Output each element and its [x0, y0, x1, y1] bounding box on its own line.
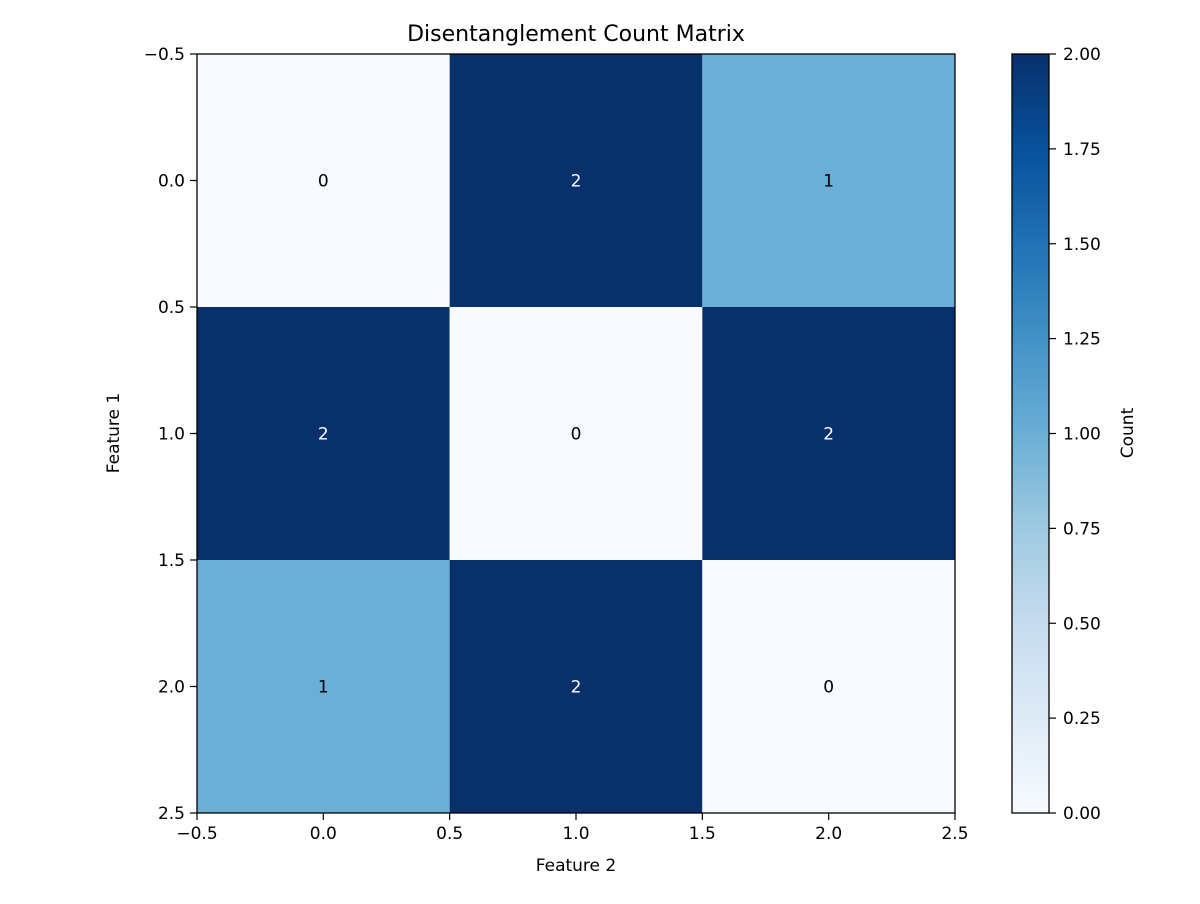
- colorbar-tick-label: 0.75: [1063, 519, 1101, 539]
- x-tick-label: 2.0: [815, 824, 842, 844]
- colorbar-tick-label: 1.25: [1063, 330, 1101, 350]
- heatmap-cells: [197, 54, 955, 813]
- heatmap-cell: [702, 307, 955, 560]
- heatmap-cell: [197, 54, 450, 307]
- y-axis-label: Feature 1: [104, 393, 124, 473]
- y-tick-label: 2.5: [158, 804, 185, 824]
- colorbar: [1011, 53, 1050, 814]
- colorbar-tick-label: 2.00: [1063, 45, 1101, 65]
- y-tick-label: 0.0: [158, 172, 185, 192]
- cell-value-label: 2: [823, 425, 834, 445]
- x-tick-label: 1.0: [562, 824, 589, 844]
- cell-value-label: 2: [571, 172, 582, 192]
- heatmap-cell: [702, 54, 955, 307]
- colorbar-tick-label: 0.25: [1063, 709, 1101, 729]
- x-tick-label: −0.5: [176, 824, 217, 844]
- heatmap-cell: [449, 307, 703, 560]
- cell-value-label: 0: [318, 172, 329, 192]
- colorbar-tick-label: 1.50: [1063, 235, 1101, 255]
- heatmap-cell-labels: 0 2 1 2 0 2 1 2 0: [318, 172, 834, 698]
- colorbar-tick-label: 0.00: [1063, 804, 1101, 824]
- heatmap-cell: [449, 560, 703, 813]
- cell-value-label: 1: [823, 172, 834, 192]
- colorbar-ticks: 0.00 0.25 0.50 0.75 1.00 1.25 1.50 1.75 2.00: [1049, 45, 1101, 824]
- heatmap-cell: [449, 54, 703, 307]
- cell-value-label: 2: [571, 678, 582, 698]
- colorbar-tick-label: 1.00: [1063, 425, 1101, 445]
- chart-title: Disentanglement Count Matrix: [407, 22, 745, 47]
- heatmap-cell: [197, 560, 450, 813]
- colorbar-tick-label: 1.75: [1063, 140, 1101, 160]
- cell-value-label: 0: [571, 425, 582, 445]
- y-tick-label: 0.5: [158, 298, 185, 318]
- heatmap-cell: [197, 307, 450, 560]
- cell-value-label: 0: [823, 678, 834, 698]
- x-tick-label: 2.5: [941, 824, 968, 844]
- colorbar-tick-label: 0.50: [1063, 614, 1101, 634]
- x-tick-label: 1.5: [689, 824, 716, 844]
- x-axis-label: Feature 2: [536, 856, 616, 876]
- x-axis-ticks: −0.5 0.0 0.5 1.0 1.5 2.0 2.5: [176, 813, 969, 844]
- y-tick-label: 2.0: [158, 678, 185, 698]
- y-tick-label: −0.5: [144, 45, 185, 65]
- x-tick-label: 0.5: [436, 824, 463, 844]
- y-axis-ticks: −0.5 0.0 0.5 1.0 1.5 2.0 2.5: [144, 45, 197, 824]
- cell-value-label: 1: [318, 678, 329, 698]
- colorbar-label: Count: [1118, 407, 1138, 458]
- heatmap-cell: [702, 560, 955, 813]
- y-tick-label: 1.0: [158, 425, 185, 445]
- cell-value-label: 2: [318, 425, 329, 445]
- y-tick-label: 1.5: [158, 551, 185, 571]
- x-tick-label: 0.0: [310, 824, 337, 844]
